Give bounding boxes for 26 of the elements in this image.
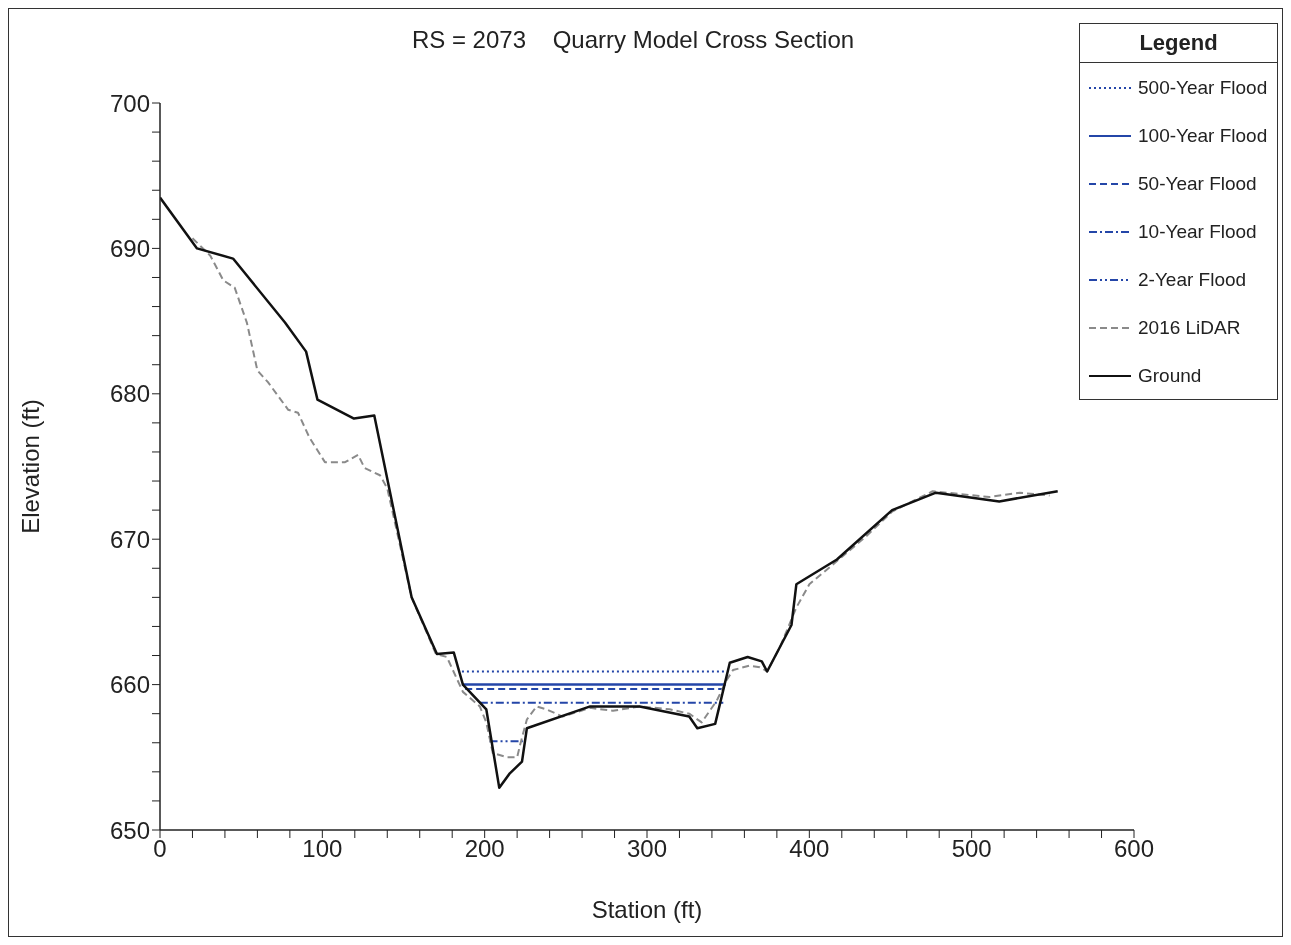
legend-label: Ground (1138, 364, 1202, 388)
legend-title: Legend (1080, 24, 1277, 63)
y-tick-label: 690 (109, 234, 150, 262)
legend-label: 2016 LiDAR (1138, 316, 1241, 340)
x-tick-label: 600 (1113, 835, 1155, 863)
x-axis-title: Station (ft) (591, 896, 703, 923)
x-tick-label: 0 (153, 835, 167, 863)
x-tick-label: 200 (464, 835, 505, 863)
legend-label: 10-Year Flood (1138, 220, 1257, 244)
y-tick-label: 650 (109, 816, 150, 844)
y-tick-label: 700 (109, 89, 150, 117)
x-tick-label: 300 (626, 835, 668, 863)
y-tick-label: 680 (109, 380, 150, 408)
y-axis-title: Elevation (ft) (16, 399, 44, 534)
x-tick-label: 500 (951, 835, 992, 863)
y-tick-label: 660 (109, 671, 150, 699)
x-tick-label: 100 (302, 835, 343, 863)
line-series (160, 196, 1059, 790)
legend-label: 2-Year Flood (1138, 268, 1247, 292)
legend-label: 500-Year Flood (1138, 76, 1268, 100)
y-tick-label: 670 (109, 525, 150, 553)
x-tick-label: 400 (789, 835, 830, 863)
legend-label: 50-Year Flood (1138, 172, 1257, 196)
line-series (191, 237, 1051, 759)
legend-label: 100-Year Flood (1138, 124, 1268, 148)
chart-title: RS = 2073 Quarry Model Cross Section (410, 26, 856, 54)
